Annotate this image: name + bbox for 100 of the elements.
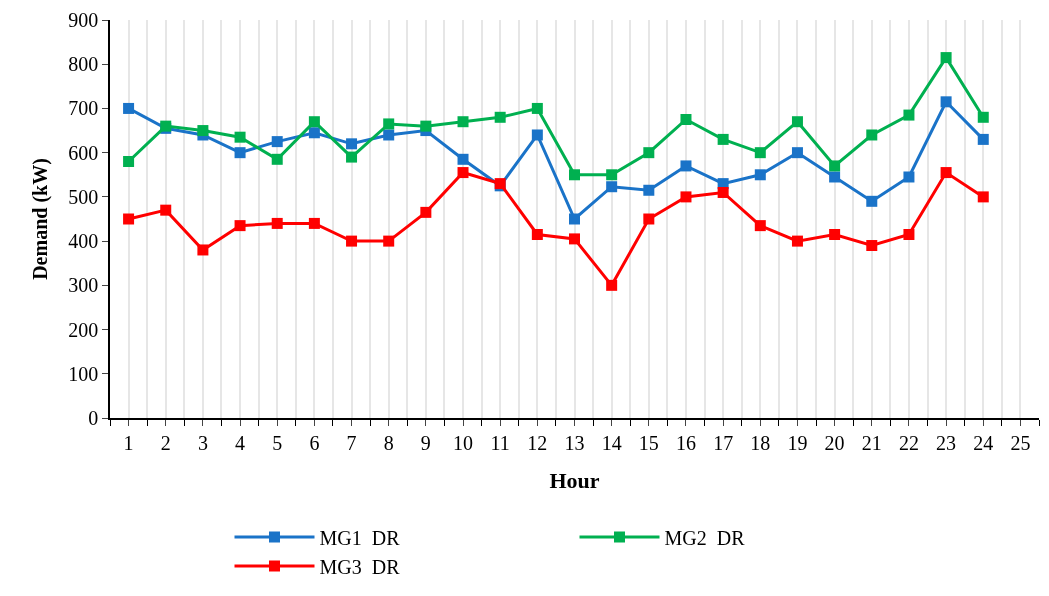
x-tick-label: 2 — [160, 431, 171, 454]
x-tick-label: 14 — [601, 431, 622, 454]
point — [457, 153, 469, 165]
x-tick-label: 10 — [453, 431, 474, 454]
y-tick-label: 500 — [68, 185, 99, 208]
point — [680, 114, 692, 125]
point — [717, 186, 729, 198]
x-tick-label: 4 — [235, 431, 246, 454]
point — [977, 133, 989, 145]
legend-label: MG2 DR — [664, 526, 746, 549]
point — [940, 167, 952, 179]
point — [308, 116, 320, 128]
point — [383, 235, 395, 247]
point — [234, 220, 246, 232]
point — [123, 156, 135, 168]
point — [271, 217, 283, 229]
point — [940, 52, 952, 64]
point — [346, 151, 358, 163]
x-axis-title: Hour — [549, 468, 600, 494]
point — [457, 116, 469, 128]
point — [160, 204, 172, 216]
x-tick-label: 5 — [272, 431, 283, 454]
legend-label: MG1 DR — [319, 526, 401, 549]
x-tick-label: 18 — [750, 431, 771, 454]
x-tick-label: 7 — [346, 431, 357, 454]
point — [643, 184, 655, 196]
point — [977, 111, 989, 123]
y-tick-label: 200 — [68, 318, 99, 341]
point — [531, 102, 543, 114]
point — [829, 171, 841, 183]
point — [271, 153, 283, 165]
x-tick-label: 11 — [490, 431, 510, 454]
point — [234, 147, 246, 159]
point — [791, 116, 803, 128]
point — [494, 111, 506, 123]
point — [866, 240, 878, 252]
x-tick-label: 1 — [123, 431, 134, 454]
point — [940, 96, 952, 108]
point — [569, 233, 580, 245]
legend-label: MG3 DR — [319, 555, 401, 578]
x-tick-label: 25 — [1010, 431, 1031, 454]
point — [569, 169, 580, 181]
x-tick-label: 20 — [824, 431, 845, 454]
y-tick-label: 600 — [68, 141, 99, 164]
x-tick-label: 23 — [936, 431, 957, 454]
x-tick-label: 6 — [309, 431, 320, 454]
y-tick-label: 400 — [68, 230, 99, 253]
point — [791, 235, 803, 247]
point — [346, 235, 358, 247]
point — [680, 191, 692, 203]
x-tick-label: 21 — [861, 431, 882, 454]
x-tick-label: 9 — [420, 431, 431, 454]
point — [569, 213, 580, 225]
x-tick-label: 15 — [638, 431, 659, 454]
x-tick-label: 22 — [898, 431, 919, 454]
point — [197, 244, 209, 256]
y-tick-label: 0 — [88, 407, 99, 429]
point — [234, 131, 246, 143]
point — [606, 169, 618, 181]
point — [829, 228, 841, 240]
point — [866, 129, 878, 141]
point — [383, 118, 395, 130]
point — [420, 206, 432, 218]
point — [977, 191, 989, 203]
point — [903, 171, 915, 183]
point — [123, 213, 135, 225]
y-axis-title: Demand (kW) — [29, 158, 53, 280]
point — [606, 181, 618, 193]
point — [791, 147, 803, 159]
point — [308, 127, 320, 139]
x-tick-label: 13 — [564, 431, 585, 454]
point — [123, 102, 135, 114]
y-tick-label: 900 — [68, 9, 99, 31]
point — [754, 169, 766, 181]
x-tick-label: 17 — [713, 431, 734, 454]
x-tick-label: 3 — [197, 431, 208, 454]
point — [197, 125, 209, 137]
point — [717, 133, 729, 145]
point — [531, 129, 543, 141]
y-tick-label: 700 — [68, 97, 99, 120]
point — [271, 136, 283, 148]
point — [754, 147, 766, 159]
point — [643, 213, 655, 225]
point — [829, 160, 841, 172]
point — [903, 109, 915, 121]
point — [420, 120, 432, 132]
y-tick-label: 800 — [68, 53, 99, 76]
y-tick-label: 300 — [68, 274, 99, 297]
y-tick-label: 100 — [68, 362, 99, 385]
point — [383, 129, 395, 141]
x-tick-label: 24 — [973, 431, 994, 454]
point — [346, 138, 358, 150]
point — [606, 279, 618, 291]
point — [308, 217, 320, 229]
point — [903, 228, 915, 240]
point — [531, 228, 543, 240]
x-tick-label: 8 — [383, 431, 394, 454]
point — [866, 195, 878, 207]
point — [680, 160, 692, 172]
point — [754, 220, 766, 232]
